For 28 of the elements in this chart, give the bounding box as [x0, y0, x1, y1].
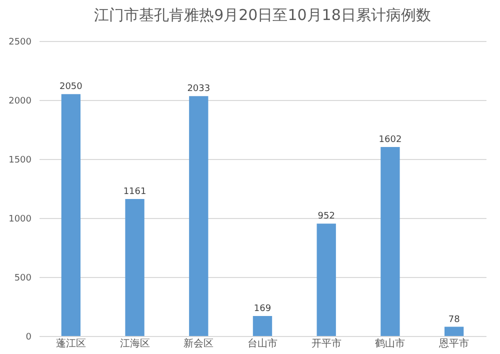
- bar: [125, 199, 144, 336]
- x-tick-label: 新会区: [184, 338, 214, 350]
- y-tick-label: 1000: [8, 214, 32, 224]
- x-tick-label: 江海区: [120, 338, 150, 350]
- data-label: 2050: [59, 82, 83, 92]
- bar: [252, 316, 272, 336]
- data-label: 952: [318, 212, 335, 222]
- chart-title: 江门市基孔肯雅热9月20日至10月18日累计病例数: [94, 6, 431, 24]
- bar: [189, 96, 208, 336]
- data-label: 1602: [378, 134, 402, 145]
- x-tick-label: 台山市: [248, 338, 278, 350]
- y-tick-label: 2500: [8, 38, 32, 48]
- bar: [61, 94, 81, 336]
- y-tick-label: 2000: [8, 96, 32, 106]
- data-label: 169: [254, 304, 272, 314]
- bar: [316, 224, 336, 336]
- x-tick-label: 蓬江区: [56, 338, 86, 350]
- data-label: 2033: [187, 84, 210, 94]
- y-tick-label: 0: [26, 332, 32, 342]
- y-tick-label: 1500: [8, 156, 32, 166]
- data-label: 1161: [123, 187, 146, 197]
- x-tick-label: 恩平市: [438, 338, 470, 350]
- x-tick-label: 鹤山市: [375, 338, 406, 350]
- bar: [444, 326, 464, 336]
- data-label: 78: [448, 314, 460, 325]
- y-tick-label: 500: [14, 274, 32, 284]
- bar: [380, 146, 400, 336]
- x-tick-label: 开平市: [311, 338, 342, 350]
